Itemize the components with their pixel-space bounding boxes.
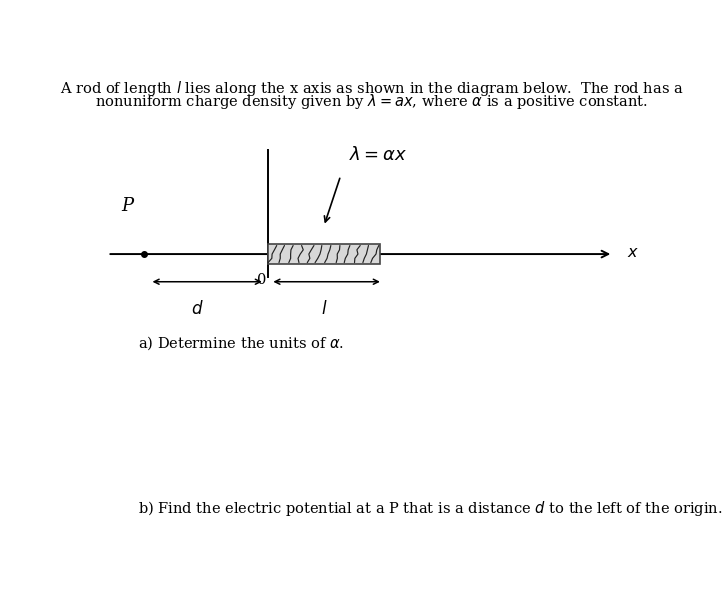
- Text: A rod of length $l$ lies along the x axis as shown in the diagram below.  The ro: A rod of length $l$ lies along the x axi…: [59, 79, 684, 98]
- Text: $l$: $l$: [320, 300, 327, 318]
- Text: $\lambda = \alpha x$: $\lambda = \alpha x$: [349, 146, 407, 164]
- Text: 0: 0: [257, 273, 267, 286]
- Text: P: P: [121, 197, 133, 215]
- Text: a) Determine the units of $\alpha$.: a) Determine the units of $\alpha$.: [138, 335, 344, 352]
- Text: $x$: $x$: [627, 244, 639, 261]
- Text: b) Find the electric potential at a P that is a distance $d$ to the left of the : b) Find the electric potential at a P th…: [138, 498, 723, 518]
- Text: $d$: $d$: [191, 300, 204, 318]
- Text: nonuniform charge density given by $\lambda = ax$, where $\alpha$ is a positive : nonuniform charge density given by $\lam…: [95, 92, 648, 111]
- Bar: [268, 244, 380, 264]
